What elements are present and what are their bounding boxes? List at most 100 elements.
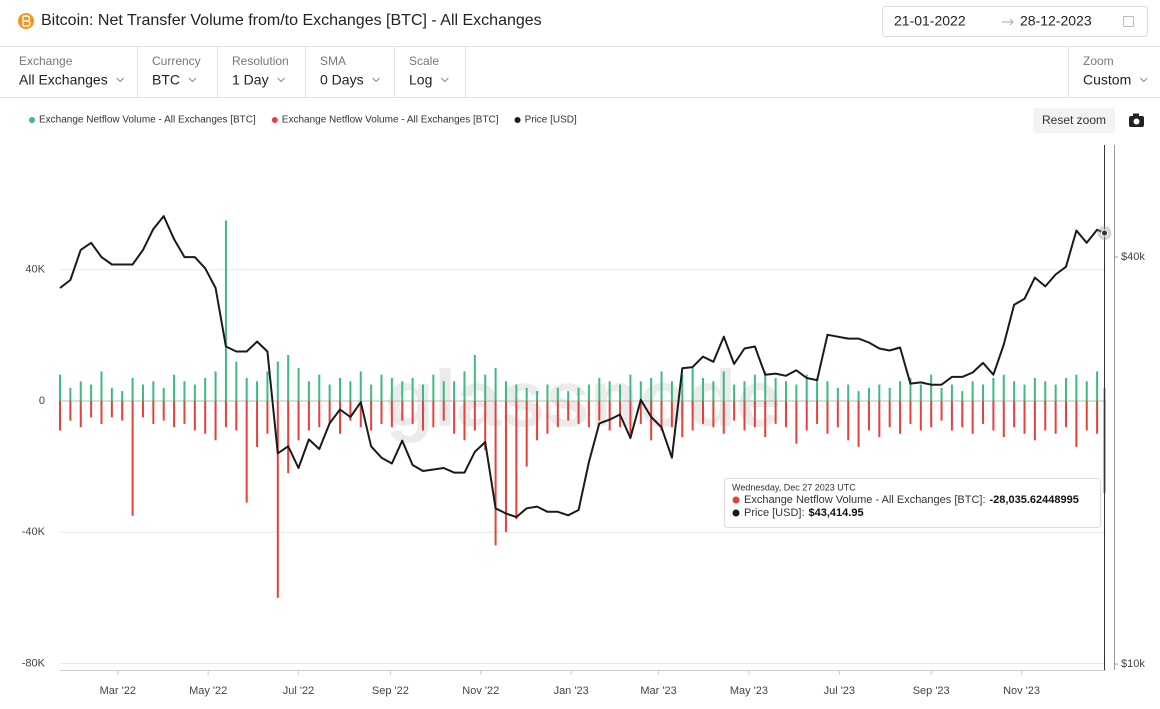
bar bbox=[619, 384, 622, 401]
tooltip-label: Price [USD]: bbox=[744, 507, 805, 519]
bar bbox=[1023, 384, 1026, 401]
bar bbox=[59, 374, 61, 401]
legend-marker[interactable] bbox=[29, 117, 35, 123]
bar bbox=[235, 361, 238, 401]
bar bbox=[982, 384, 985, 401]
bar bbox=[525, 387, 528, 401]
bar bbox=[484, 400, 487, 451]
bar bbox=[919, 384, 922, 401]
bar bbox=[276, 361, 279, 401]
bar bbox=[1085, 400, 1088, 431]
bar bbox=[940, 400, 943, 421]
bar bbox=[401, 400, 404, 421]
bar bbox=[878, 400, 881, 438]
date-range[interactable] bbox=[882, 6, 1148, 37]
bar bbox=[1096, 371, 1099, 401]
x-tick-label: Jan '23 bbox=[554, 685, 589, 697]
bar bbox=[339, 377, 342, 401]
legend-label[interactable]: Exchange Netflow Volume - All Exchanges … bbox=[282, 115, 499, 126]
bar bbox=[1064, 400, 1067, 428]
bar bbox=[411, 400, 414, 424]
bar bbox=[370, 384, 373, 401]
bar bbox=[992, 400, 995, 431]
bar bbox=[79, 400, 82, 428]
control-value[interactable]: 1 Day bbox=[232, 72, 269, 88]
reset-zoom-label[interactable]: Reset zoom bbox=[1042, 113, 1106, 127]
reset-zoom-button[interactable] bbox=[1033, 108, 1115, 133]
date-from[interactable]: 21-01-2022 bbox=[894, 13, 966, 29]
bar bbox=[193, 384, 196, 401]
bar bbox=[650, 377, 653, 401]
bar bbox=[204, 377, 207, 401]
chevron[interactable] bbox=[116, 77, 125, 83]
legend-label[interactable]: Exchange Netflow Volume - All Exchanges … bbox=[39, 115, 256, 126]
legend-marker[interactable] bbox=[514, 117, 521, 123]
bar bbox=[982, 400, 985, 424]
control-label: Exchange bbox=[19, 54, 73, 68]
bar bbox=[484, 374, 487, 401]
x-tick-label: Mar '22 bbox=[100, 685, 136, 697]
camera-lens[interactable] bbox=[1133, 118, 1140, 125]
bar bbox=[816, 377, 819, 401]
bar bbox=[857, 391, 860, 401]
bar bbox=[598, 400, 601, 421]
date-to[interactable]: 28-12-2023 bbox=[1020, 13, 1092, 29]
bar bbox=[100, 400, 103, 424]
bar bbox=[390, 400, 393, 428]
bar bbox=[214, 371, 217, 401]
control-value[interactable]: Log bbox=[409, 72, 432, 88]
bar bbox=[224, 400, 227, 428]
camera-icon[interactable] bbox=[1129, 113, 1144, 128]
bar bbox=[992, 377, 995, 401]
chevron[interactable] bbox=[441, 77, 449, 83]
chevron[interactable] bbox=[372, 77, 380, 83]
legend-marker[interactable] bbox=[271, 117, 278, 123]
x-tick-label: Nov '23 bbox=[1003, 685, 1040, 697]
bar bbox=[587, 400, 590, 428]
control-value[interactable]: BTC bbox=[152, 72, 180, 88]
bar bbox=[629, 374, 632, 401]
bar bbox=[131, 377, 134, 401]
bar bbox=[1064, 377, 1067, 401]
chevron[interactable] bbox=[1139, 77, 1148, 83]
bar bbox=[556, 400, 559, 428]
bar bbox=[1002, 400, 1005, 438]
bar bbox=[567, 391, 570, 401]
bar bbox=[100, 371, 103, 401]
bar bbox=[899, 381, 902, 401]
control-value[interactable]: All Exchanges bbox=[19, 72, 108, 88]
bar bbox=[141, 384, 144, 401]
bar bbox=[204, 400, 207, 434]
bar bbox=[930, 400, 933, 428]
bar bbox=[121, 391, 124, 401]
zoom-value[interactable]: Custom bbox=[1083, 72, 1131, 88]
bar bbox=[826, 381, 829, 401]
camera-top[interactable] bbox=[1133, 113, 1139, 117]
bar bbox=[795, 400, 798, 444]
bar bbox=[307, 381, 310, 401]
control-value[interactable]: 0 Days bbox=[320, 72, 364, 88]
bar bbox=[670, 381, 673, 401]
bar bbox=[318, 400, 321, 428]
zoom-label: Zoom bbox=[1083, 54, 1114, 68]
calendar-icon[interactable] bbox=[1123, 16, 1134, 27]
x-tick-label: Sep '23 bbox=[913, 685, 950, 697]
y-tick-label: -40K bbox=[22, 526, 46, 538]
bar bbox=[577, 387, 580, 401]
legend-label[interactable]: Price [USD] bbox=[525, 115, 577, 126]
bar bbox=[660, 371, 663, 401]
bar bbox=[224, 220, 227, 401]
bar bbox=[504, 381, 507, 401]
bar bbox=[1023, 400, 1026, 434]
y2-tick-label: $10k bbox=[1121, 658, 1145, 670]
bar bbox=[266, 371, 269, 401]
control-label: SMA bbox=[320, 54, 346, 68]
bar bbox=[753, 374, 756, 401]
bar bbox=[494, 368, 497, 401]
chevron[interactable] bbox=[277, 77, 285, 83]
chevron[interactable] bbox=[188, 77, 197, 83]
bar bbox=[774, 400, 777, 424]
bar bbox=[59, 400, 61, 431]
bar bbox=[909, 400, 912, 424]
